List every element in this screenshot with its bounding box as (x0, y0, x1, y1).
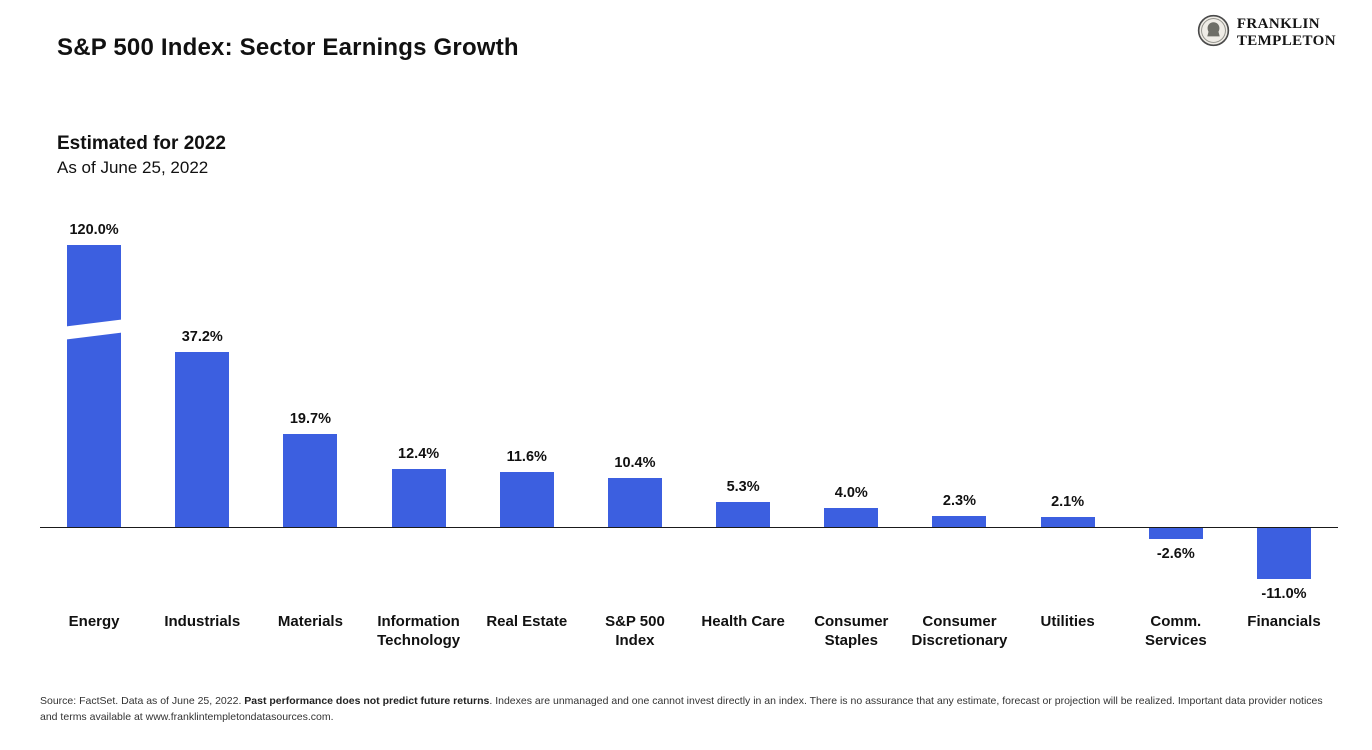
value-label: 37.2% (181, 329, 223, 346)
bar-column: 37.2% Industrials (148, 205, 256, 660)
value-label: 120.0% (69, 222, 119, 238)
value-label: 2.3% (942, 493, 976, 510)
subtitle-block: Estimated for 2022 As of June 25, 2022 (57, 133, 226, 178)
value-label: 11.6% (506, 449, 547, 466)
footer-bold: Past performance does not predict future… (244, 695, 490, 707)
value-label: 12.4% (398, 445, 440, 462)
category-label: Utilities (1040, 613, 1095, 630)
bar (391, 468, 446, 527)
bar-column: 5.3% Health Care (689, 205, 797, 660)
value-label: -2.6% (1156, 546, 1195, 563)
x-axis-zero-line (40, 527, 1338, 528)
category-label: Energy (68, 613, 120, 630)
bar-column: 120.0% Energy (40, 205, 148, 660)
value-label: 10.4% (614, 455, 656, 472)
franklin-templeton-emblem-icon (1197, 14, 1230, 52)
bar-column: 2.1% Utilities (1014, 205, 1122, 660)
bar-column: 2.3% Consumer Discretionary (905, 205, 1013, 660)
source-disclaimer: Source: FactSet. Data as of June 25, 202… (40, 694, 1332, 726)
logo-wordmark: FRANKLIN TEMPLETON (1237, 16, 1336, 51)
as-of-date: As of June 25, 2022 (57, 158, 209, 177)
bar (716, 502, 771, 527)
bar-column: -11.0% Financials (1230, 205, 1338, 660)
bar-column: 4.0% Consumer Staples (797, 205, 905, 660)
category-label: Information Technology (377, 613, 461, 649)
bar-chart: 120.0% Energy 37.2% Industrials 19.7% Materia… (40, 205, 1338, 660)
bar (60, 245, 128, 527)
bar (499, 472, 554, 527)
page-title: S&P 500 Index: Sector Earnings Growth (57, 34, 519, 61)
category-label: Health Care (701, 613, 785, 630)
value-label: 4.0% (834, 485, 868, 502)
category-label: Materials (277, 613, 343, 630)
category-label: Real Estate (486, 613, 568, 630)
bar (932, 516, 987, 527)
value-label: 19.7% (289, 411, 331, 428)
category-label: Financials (1247, 613, 1321, 630)
bar (175, 352, 230, 527)
bar-column: 19.7% Materials (256, 205, 364, 660)
bar (1148, 527, 1203, 540)
logo-line-1: FRANKLIN (1236, 15, 1321, 32)
bar (1040, 517, 1095, 527)
chart-subtitle: Estimated for 2022 (57, 133, 226, 154)
category-label: Consumer Discretionary (911, 613, 1008, 649)
bar (824, 508, 879, 527)
category-label: S&P 500 Index (605, 613, 665, 649)
axis-break-mark-icon (60, 319, 128, 340)
footer-prefix: Source: FactSet. Data as of June 25, 202… (40, 695, 245, 707)
category-label: Consumer Staples (814, 613, 889, 649)
value-label: -11.0% (1261, 585, 1307, 602)
bar-columns: 120.0% Energy 37.2% Industrials 19.7% Materia… (40, 205, 1338, 660)
bar-column: 11.6% Real Estate (473, 205, 581, 660)
value-label: 2.1% (1051, 494, 1085, 511)
bar-column: 12.4% Information Technology (365, 205, 473, 660)
bar (1256, 527, 1311, 579)
logo-line-2: TEMPLETON (1236, 33, 1336, 49)
bar-column: -2.6% Comm. Services (1122, 205, 1230, 660)
bar (607, 478, 662, 527)
category-label: Comm. Services (1144, 613, 1207, 649)
bar (283, 434, 338, 527)
category-label: Industrials (164, 613, 241, 630)
franklin-templeton-logo: FRANKLIN TEMPLETON (1197, 14, 1336, 52)
footer-suffix: . Indexes are unmanaged and one cannot i… (40, 695, 1323, 723)
value-label: 5.3% (726, 479, 760, 496)
bar-column: 10.4% S&P 500 Index (581, 205, 689, 660)
